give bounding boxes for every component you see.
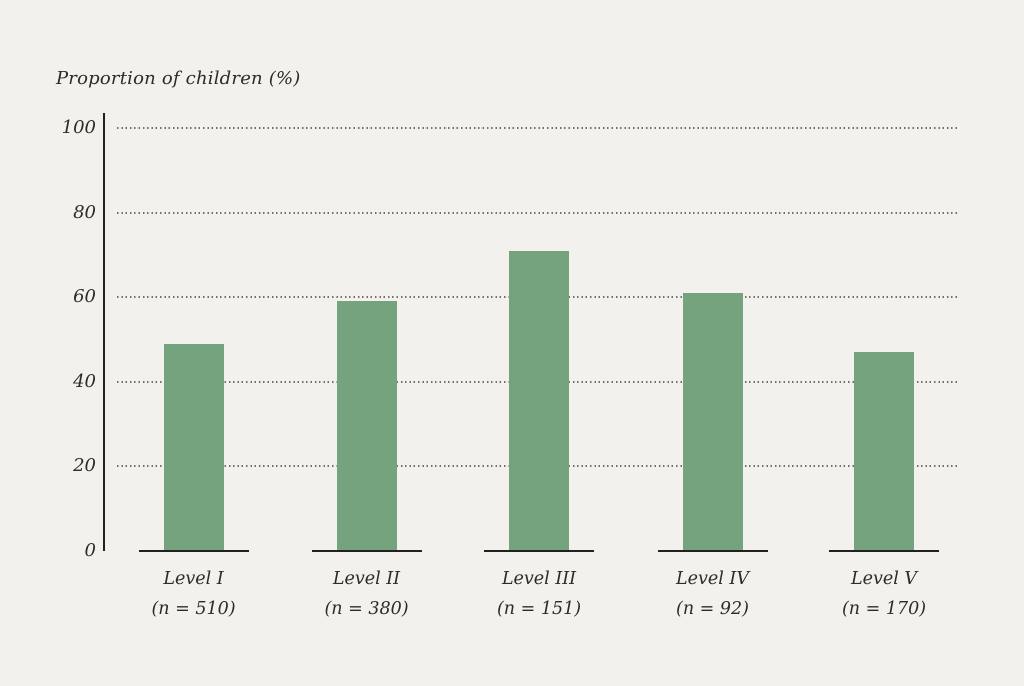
bar-group-level-iv: Level IV (n = 92) [627, 0, 799, 686]
x-baseline-level-iv [657, 550, 768, 552]
y-axis-line [103, 113, 105, 551]
sample-size-label: (n = 170) [841, 599, 927, 619]
x-baseline-level-v [829, 550, 939, 552]
y-tick-label-40: 40 [73, 370, 96, 392]
sample-size-label: (n = 510) [151, 599, 236, 619]
x-baseline-level-i [138, 550, 249, 552]
bar-level-i [163, 344, 224, 551]
category-label: Level V [850, 569, 918, 589]
gridline-100 [117, 127, 957, 129]
category-label: Level I [163, 569, 224, 589]
bar-group-level-v: Level V (n = 170) [798, 0, 970, 686]
sample-size-label: (n = 92) [676, 599, 749, 619]
x-label-level-ii: Level II (n = 380) [281, 564, 453, 624]
sample-size-label: (n = 151) [496, 599, 582, 619]
bar-level-v [854, 352, 914, 551]
x-label-level-iii: Level III (n = 151) [453, 564, 625, 624]
category-label: Level III [501, 569, 577, 589]
y-tick-label-80: 80 [73, 201, 96, 223]
bar-group-level-iii: Level III (n = 151) [453, 0, 625, 686]
x-label-level-iv: Level IV (n = 92) [627, 564, 799, 624]
y-tick-label-0: 0 [84, 540, 96, 561]
bar-group-level-ii: Level II (n = 380) [281, 0, 453, 686]
x-baseline-level-iii [484, 550, 594, 552]
bar-level-iv [682, 293, 743, 551]
sample-size-label: (n = 380) [324, 599, 409, 619]
x-label-level-v: Level V (n = 170) [798, 564, 970, 624]
y-tick-label-20: 20 [73, 455, 96, 477]
bar-level-ii [336, 301, 397, 551]
x-label-level-i: Level I (n = 510) [108, 564, 280, 624]
category-label: Level II [332, 569, 401, 589]
bar-level-iii [509, 251, 569, 551]
x-baseline-level-ii [311, 550, 422, 552]
y-tick-label-100: 100 [61, 117, 96, 138]
chart-title: Proportion of children (%) [56, 68, 301, 89]
gridline-80 [117, 211, 957, 214]
y-tick-label-60: 60 [73, 286, 96, 308]
bar-group-level-i: Level I (n = 510) [108, 0, 280, 686]
category-label: Level IV [676, 569, 749, 589]
